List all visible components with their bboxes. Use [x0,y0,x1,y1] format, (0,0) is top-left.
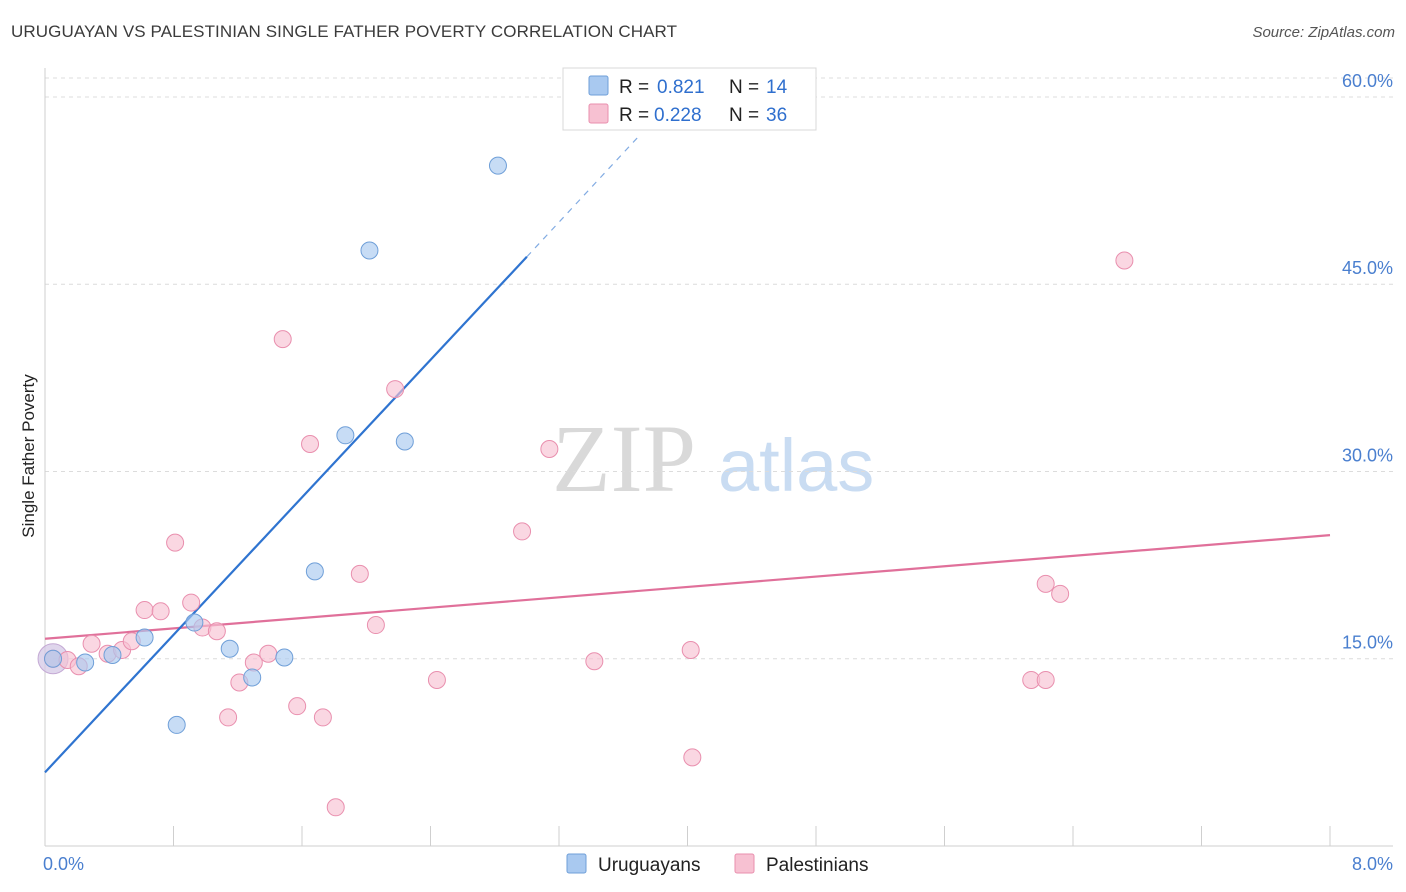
series-legend: Uruguayans Palestinians [566,853,868,876]
legend-n-value: 36 [766,105,787,126]
point-palestinians [1115,251,1134,270]
point-palestinians [683,748,702,767]
point-uruguayans [76,653,95,672]
bottom-legend-swatch-palestinians [734,853,755,874]
axes [44,68,1393,847]
watermark-zip: ZIP [552,405,696,512]
legend-r-label: R = [619,77,649,98]
point-uruguayans [103,645,122,664]
stats-legend: R = 0.821 N = 14 R = 0.228 N = 36 [562,67,817,131]
legend-r-label: R = [619,105,649,126]
chart-title: URUGUAYAN VS PALESTINIAN SINGLE FATHER P… [11,22,678,41]
bottom-legend-uruguayans: Uruguayans [598,855,700,876]
point-palestinians [207,622,226,641]
point-palestinians [1051,584,1070,603]
point-palestinians [350,564,369,583]
point-uruguayans [488,156,507,175]
point-palestinians [326,798,345,817]
point-uruguayans [220,639,239,658]
bottom-legend-swatch-uruguayans [566,853,587,874]
trend-line-uruguayans [44,256,528,774]
legend-row-palestinians: R = 0.228 N = 36 [588,103,787,126]
y-tick-label: 30.0% [1342,445,1393,465]
watermark-atlas: atlas [718,424,874,507]
point-palestinians [273,330,292,349]
bottom-legend-palestinians: Palestinians [766,855,868,876]
legend-n-value: 14 [766,77,788,98]
point-palestinians [288,697,307,716]
trend-lines [44,135,1331,774]
point-palestinians [219,708,238,727]
point-uruguayans [185,613,204,632]
point-uruguayans [336,426,355,445]
legend-r-value: 0.821 [657,77,705,98]
point-palestinians [82,634,101,653]
point-palestinians [681,641,700,660]
point-palestinians [513,522,532,541]
x-tick-label: 8.0% [1352,854,1393,874]
point-uruguayans [135,628,154,647]
point-uruguayans [243,668,262,687]
y-tick-label: 15.0% [1342,633,1393,653]
legend-r-value: 0.228 [654,105,702,126]
y-tick-label: 45.0% [1342,258,1393,278]
point-palestinians [313,708,332,727]
point-palestinians [427,670,446,689]
point-palestinians [1036,574,1055,593]
x-tick-label: 0.0% [43,854,84,874]
y-axis-title: Single Father Poverty [19,374,38,538]
point-palestinians [386,380,405,399]
point-palestinians [366,616,385,635]
point-palestinians [301,435,320,454]
point-palestinians [182,593,201,612]
point-palestinians [166,533,185,552]
chart-source: Source: ZipAtlas.com [1252,24,1395,41]
point-uruguayans [167,715,186,734]
point-palestinians [585,652,604,671]
legend-row-uruguayans: R = 0.821 N = 14 [588,75,788,98]
legend-n-label: N = [729,77,759,98]
point-uruguayans [360,241,379,260]
y-tick-labels: 15.0% 30.0% 45.0% 60.0% [1342,71,1393,653]
point-palestinians [1036,670,1055,689]
point-uruguayans [44,649,63,668]
trend-line-uruguayans-extension [526,135,640,258]
point-uruguayans [395,432,414,451]
point-palestinians [259,644,278,663]
gridlines [45,77,1393,660]
data-points [37,156,1134,817]
point-palestinians [135,601,154,620]
point-palestinians [540,440,559,459]
legend-n-label: N = [729,105,759,126]
trend-line-palestinians [44,534,1331,640]
point-palestinians [151,602,170,621]
legend-swatch-pink [588,103,609,124]
y-tick-label: 60.0% [1342,71,1393,91]
point-uruguayans [275,648,294,667]
point-uruguayans [305,562,324,581]
x-tick-labels: 0.0% 8.0% [43,854,1393,874]
legend-swatch-blue [588,75,609,96]
watermark: ZIP atlas [552,405,874,512]
